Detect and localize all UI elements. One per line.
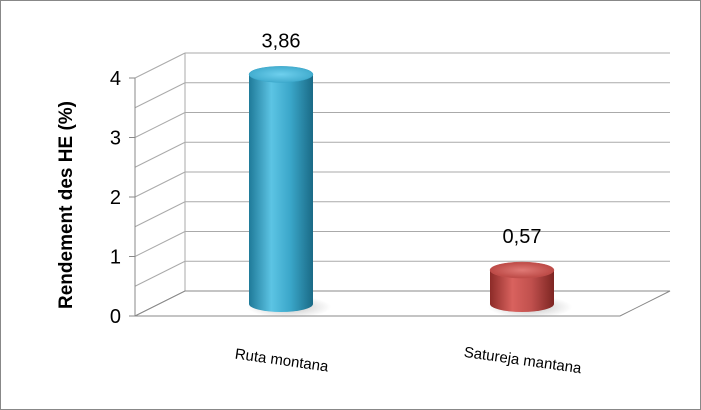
gridline-side — [134, 82, 186, 109]
bar-top — [489, 261, 555, 279]
gridline-side — [134, 112, 186, 138]
bar-top — [248, 66, 314, 83]
data-label: 3,86 — [262, 30, 301, 52]
y-tick-label: 1 — [110, 247, 121, 269]
bar-body — [490, 270, 554, 312]
y-tick-label: 0 — [110, 306, 121, 328]
y-axis: 0 1 2 3 4 — [110, 68, 136, 328]
bar-1 — [247, 66, 331, 318]
chart-floor — [134, 290, 671, 317]
y-axis-title: Rendement des HE (%) — [56, 101, 77, 309]
bar-body — [249, 74, 313, 312]
gridline-side — [134, 171, 186, 198]
gridline-side — [134, 231, 186, 257]
y-tick-label: 3 — [110, 128, 121, 150]
bar-2 — [488, 261, 572, 318]
bars — [247, 66, 572, 318]
gridline-side — [134, 201, 186, 228]
y-tick-label: 4 — [110, 68, 121, 90]
gridline-side — [134, 141, 186, 168]
gridline-side — [134, 52, 186, 79]
y-tick-label: 2 — [110, 187, 121, 209]
gridline-side — [134, 260, 186, 287]
data-label: 0,57 — [503, 226, 542, 248]
